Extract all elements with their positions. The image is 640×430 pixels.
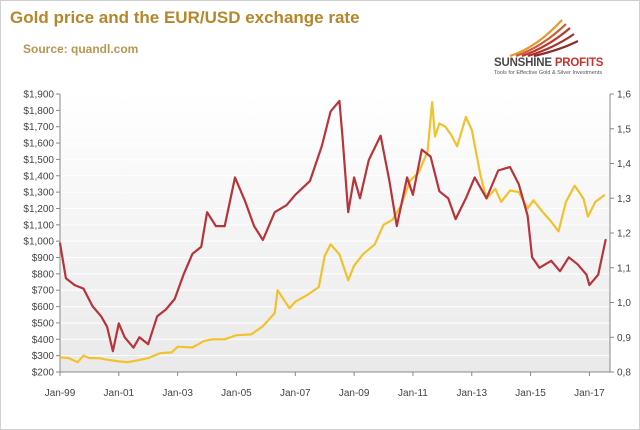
tick-labels: $200 $300 $400 $500 $600 $700 $800 $900 $1,000 $1… [23, 90, 631, 400]
y-left-tick-label: $1,500 [23, 155, 54, 166]
y-left-tick-label: $800 [32, 269, 55, 280]
y-right-tick-label: 1,0 [617, 298, 631, 309]
y-right-tick-label: 0,8 [617, 368, 631, 379]
y-left-tick-label: $1,700 [23, 122, 54, 133]
y-left-tick-label: $700 [32, 286, 55, 297]
x-tick-label: Jan-11 [398, 388, 428, 399]
x-tick-label: Jan-09 [339, 388, 370, 399]
y-left-tick-label: $1,900 [23, 90, 54, 101]
y-left-tick-label: $500 [32, 318, 55, 329]
logo-tagline: Tools for Effective Gold & Silver Invest… [494, 70, 603, 76]
y-right-tick-label: 1,2 [617, 229, 631, 240]
y-left-tick-label: $1,000 [23, 237, 54, 248]
y-right-tick-label: 1,1 [617, 263, 631, 274]
axes [56, 93, 614, 376]
logo-word-2: PROFITS [554, 57, 604, 69]
logo-wordmark: SUNSHINE PROFITS [494, 57, 603, 69]
x-tick-label: Jan-01 [104, 388, 135, 399]
y-right-tick-label: 1,4 [617, 159, 631, 170]
y-left-tick-label: $1,800 [23, 106, 54, 117]
y-left-tick-label: $400 [32, 335, 55, 346]
y-right-tick-label: 1,5 [617, 124, 631, 135]
y-right-tick-label: 1,3 [617, 194, 631, 205]
y-left-tick-label: $1,400 [23, 171, 54, 182]
chart-title: Gold price and the EUR/USD exchange rate [10, 8, 360, 27]
x-tick-label: Jan-07 [280, 388, 311, 399]
y-left-tick-label: $1,600 [23, 139, 54, 150]
sunshine-profits-logo: SUNSHINE PROFITS Tools for Effective Gol… [488, 14, 634, 76]
y-left-tick-label: $1,300 [23, 188, 54, 199]
plot-area [60, 94, 610, 372]
sunrise-logo-icon [509, 19, 579, 58]
x-tick-label: Jan-17 [574, 388, 605, 399]
y-left-tick-label: $600 [32, 302, 55, 313]
y-right-tick-label: 0,9 [617, 333, 631, 344]
y-left-tick-label: $300 [32, 351, 55, 362]
y-left-tick-label: $200 [32, 368, 55, 379]
eurusd-series-line [58, 99, 607, 353]
y-left-tick-label: $1,100 [23, 220, 54, 231]
series-lines [58, 99, 607, 364]
x-tick-label: Jan-03 [162, 388, 193, 399]
x-tick-label: Jan-15 [515, 388, 546, 399]
y-left-tick-label: $1,200 [23, 204, 54, 215]
chart-source: Source: quandl.com [23, 42, 139, 56]
x-tick-label: Jan-13 [456, 388, 487, 399]
x-tick-label: Jan-05 [221, 388, 252, 399]
y-left-tick-label: $900 [32, 253, 55, 264]
x-tick-label: Jan-99 [45, 388, 76, 399]
y-right-tick-label: 1,6 [617, 90, 631, 101]
logo-word-1: SUNSHINE [494, 57, 552, 69]
